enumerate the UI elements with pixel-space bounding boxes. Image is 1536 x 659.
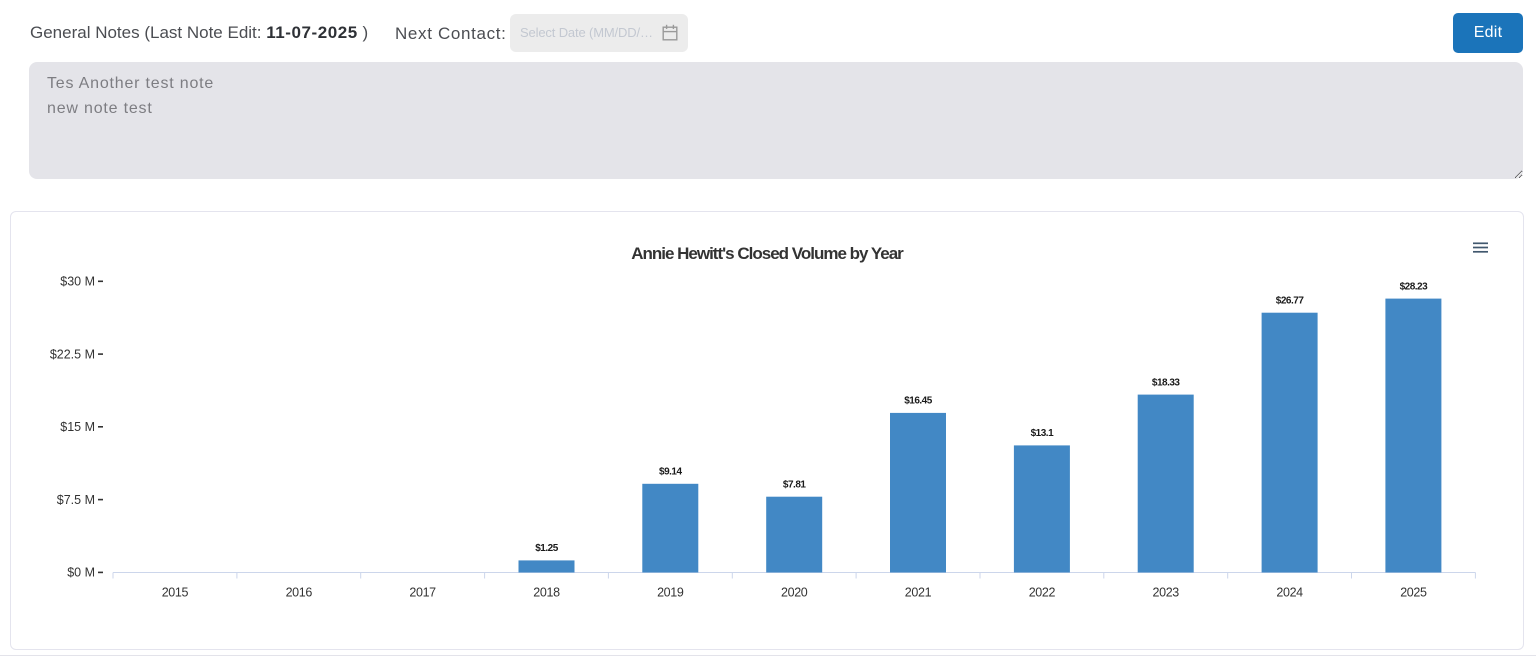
svg-text:$22.5 M: $22.5 M bbox=[50, 347, 95, 361]
svg-text:$18.33: $18.33 bbox=[1152, 377, 1181, 388]
svg-text:$28.23: $28.23 bbox=[1400, 281, 1429, 292]
svg-text:$13.1: $13.1 bbox=[1031, 428, 1054, 439]
svg-text:$1.25: $1.25 bbox=[535, 543, 558, 554]
svg-text:Annie Hewitt's Closed Volume b: Annie Hewitt's Closed Volume by Year bbox=[631, 244, 904, 263]
svg-text:$7.81: $7.81 bbox=[783, 479, 806, 490]
svg-text:2024: 2024 bbox=[1276, 586, 1303, 600]
svg-text:$16.45: $16.45 bbox=[904, 396, 933, 407]
svg-text:$30 M: $30 M bbox=[60, 275, 95, 289]
svg-text:$15 M: $15 M bbox=[60, 420, 95, 434]
svg-text:2025: 2025 bbox=[1400, 586, 1427, 600]
svg-text:$9.14: $9.14 bbox=[659, 467, 682, 478]
svg-text:2017: 2017 bbox=[409, 586, 436, 600]
svg-text:2023: 2023 bbox=[1152, 586, 1179, 600]
svg-text:2022: 2022 bbox=[1029, 586, 1056, 600]
svg-text:$26.77: $26.77 bbox=[1276, 295, 1305, 306]
svg-text:$7.5 M: $7.5 M bbox=[57, 493, 95, 507]
svg-text:2019: 2019 bbox=[657, 586, 684, 600]
svg-text:2018: 2018 bbox=[533, 586, 560, 600]
svg-text:2021: 2021 bbox=[905, 586, 932, 600]
svg-text:$0 M: $0 M bbox=[67, 566, 95, 580]
svg-text:2015: 2015 bbox=[162, 586, 189, 600]
svg-text:2016: 2016 bbox=[286, 586, 313, 600]
svg-text:2020: 2020 bbox=[781, 586, 808, 600]
